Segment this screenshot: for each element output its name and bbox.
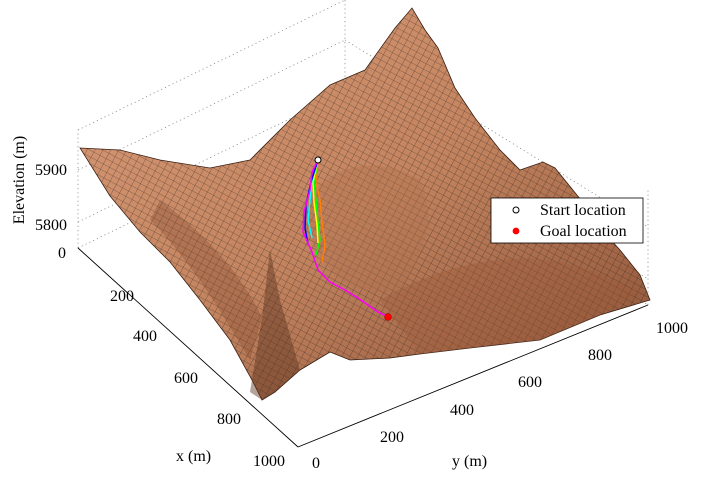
path-magenta bbox=[302, 159, 389, 318]
legend-start-label: Start location bbox=[540, 202, 626, 219]
x-tick-1000: 1000 bbox=[253, 453, 285, 470]
path-green bbox=[313, 159, 321, 256]
z-axis-label: Elevation (m) bbox=[11, 136, 28, 224]
legend-goal-label: Goal location bbox=[540, 223, 627, 240]
legend-goal-icon bbox=[512, 227, 520, 235]
floor-axes bbox=[77, 247, 649, 448]
y-tick-800: 800 bbox=[588, 347, 612, 364]
y-tick-600: 600 bbox=[518, 374, 542, 391]
legend: Start location Goal location bbox=[490, 197, 644, 244]
path-series bbox=[302, 159, 389, 318]
x-tick-600: 600 bbox=[174, 370, 198, 387]
y-tick-400: 400 bbox=[450, 402, 474, 419]
x-tick-0: 0 bbox=[58, 245, 66, 262]
start-marker bbox=[314, 156, 322, 164]
path-yellow bbox=[312, 159, 319, 244]
y-tick-200: 200 bbox=[380, 429, 404, 446]
y-tick-1000: 1000 bbox=[656, 320, 688, 337]
terrain-surface bbox=[79, 7, 651, 401]
x-tick-400: 400 bbox=[133, 328, 157, 345]
path-orange bbox=[315, 159, 326, 263]
x-axis-label: x (m) bbox=[176, 448, 211, 465]
legend-box bbox=[490, 197, 644, 244]
y-axis-label: y (m) bbox=[452, 453, 487, 470]
z-tick-5900: 5900 bbox=[35, 162, 67, 179]
x-tick-800: 800 bbox=[217, 411, 241, 428]
y-tick-0: 0 bbox=[312, 455, 320, 472]
legend-start-icon bbox=[512, 206, 520, 214]
x-tick-200: 200 bbox=[110, 288, 134, 305]
z-tick-5800: 5800 bbox=[35, 217, 67, 234]
goal-marker bbox=[384, 313, 392, 321]
